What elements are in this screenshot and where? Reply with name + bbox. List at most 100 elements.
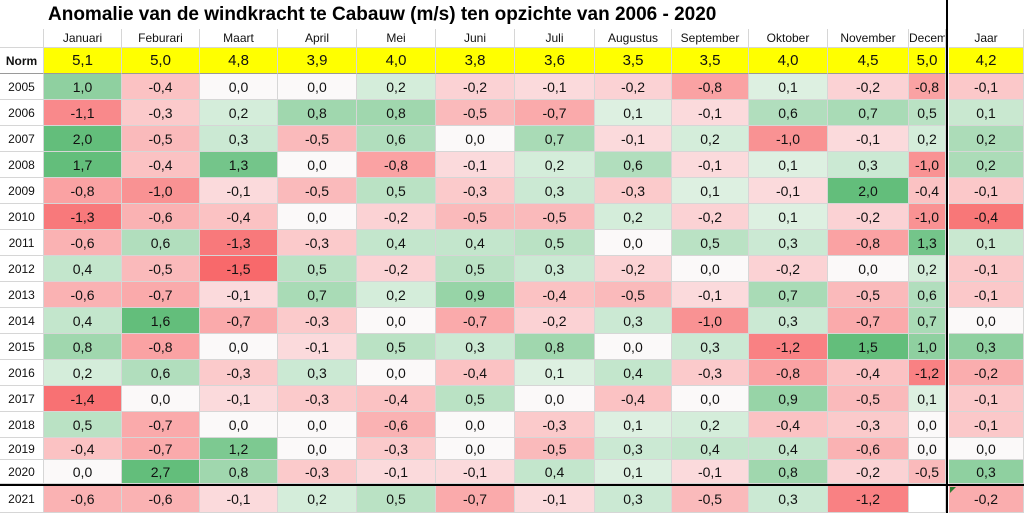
heatmap-cell[interactable]: -0,6 <box>122 204 200 230</box>
heatmap-cell[interactable]: 0,6 <box>122 230 200 256</box>
heatmap-cell[interactable]: 0,3 <box>749 308 828 334</box>
heatmap-cell[interactable]: 1,3 <box>909 230 946 256</box>
heatmap-cell[interactable]: 0,2 <box>278 486 357 513</box>
heatmap-cell[interactable]: -0,8 <box>357 152 436 178</box>
heatmap-cell[interactable]: 0,1 <box>749 204 828 230</box>
heatmap-cell[interactable]: -0,1 <box>278 334 357 360</box>
heatmap-cell[interactable]: 0,3 <box>436 334 515 360</box>
heatmap-cell[interactable]: 0,1 <box>909 386 946 412</box>
heatmap-cell[interactable]: 0,0 <box>200 74 278 100</box>
column-header[interactable]: Maart <box>200 29 278 48</box>
heatmap-cell[interactable]: -0,1 <box>949 412 1024 438</box>
heatmap-cell[interactable]: -0,1 <box>949 282 1024 308</box>
year-label[interactable]: 2019 <box>0 438 44 460</box>
heatmap-cell[interactable]: 0,0 <box>357 308 436 334</box>
heatmap-cell[interactable]: 0,5 <box>909 100 946 126</box>
heatmap-cell[interactable]: 0,6 <box>595 152 672 178</box>
heatmap-cell[interactable]: -0,2 <box>436 74 515 100</box>
heatmap-cell[interactable]: -1,0 <box>909 152 946 178</box>
heatmap-cell[interactable]: 0,2 <box>357 282 436 308</box>
heatmap-cell[interactable]: 0,7 <box>515 126 595 152</box>
heatmap-cell[interactable]: -0,5 <box>515 204 595 230</box>
heatmap-cell[interactable]: 0,2 <box>200 100 278 126</box>
heatmap-cell[interactable]: -0,7 <box>515 100 595 126</box>
heatmap-cell[interactable]: 0,0 <box>828 256 909 282</box>
heatmap-cell[interactable]: 0,0 <box>672 386 749 412</box>
heatmap-cell[interactable]: 1,0 <box>44 74 122 100</box>
heatmap-cell[interactable]: 0,5 <box>357 486 436 513</box>
heatmap-cell[interactable]: 2,0 <box>44 126 122 152</box>
heatmap-cell[interactable]: 0,1 <box>595 412 672 438</box>
norm-value[interactable]: 4,0 <box>749 48 828 74</box>
heatmap-cell[interactable]: -0,8 <box>672 74 749 100</box>
heatmap-cell[interactable]: -0,4 <box>949 204 1024 230</box>
heatmap-cell[interactable]: -0,7 <box>436 486 515 513</box>
heatmap-cell[interactable]: 0,3 <box>828 152 909 178</box>
heatmap-cell[interactable]: -0,8 <box>909 74 946 100</box>
heatmap-cell[interactable]: 0,2 <box>44 360 122 386</box>
heatmap-cell[interactable]: 1,0 <box>909 334 946 360</box>
column-header[interactable]: Feburari <box>122 29 200 48</box>
heatmap-cell[interactable] <box>909 486 946 513</box>
heatmap-cell[interactable]: 0,0 <box>200 412 278 438</box>
heatmap-cell[interactable]: -0,5 <box>515 438 595 460</box>
heatmap-cell[interactable]: -1,5 <box>200 256 278 282</box>
heatmap-cell[interactable]: 0,2 <box>595 204 672 230</box>
column-header[interactable]: Juni <box>436 29 515 48</box>
column-header[interactable]: December <box>909 29 946 48</box>
year-label[interactable]: 2018 <box>0 412 44 438</box>
heatmap-cell[interactable]: 0,7 <box>909 308 946 334</box>
year-label[interactable]: 2007 <box>0 126 44 152</box>
heatmap-cell[interactable]: -0,3 <box>515 412 595 438</box>
heatmap-cell[interactable]: 0,1 <box>595 100 672 126</box>
year-label[interactable]: 2021 <box>0 486 44 513</box>
heatmap-cell[interactable]: -0,2 <box>949 486 1024 513</box>
heatmap-cell[interactable]: 0,5 <box>278 256 357 282</box>
heatmap-cell[interactable]: -0,1 <box>515 74 595 100</box>
heatmap-cell[interactable]: 0,5 <box>672 230 749 256</box>
heatmap-cell[interactable]: -1,0 <box>122 178 200 204</box>
norm-value[interactable]: 3,8 <box>436 48 515 74</box>
year-label[interactable]: 2014 <box>0 308 44 334</box>
heatmap-cell[interactable]: 2,7 <box>122 460 200 484</box>
heatmap-cell[interactable]: -0,2 <box>949 360 1024 386</box>
heatmap-cell[interactable]: 0,2 <box>357 74 436 100</box>
heatmap-cell[interactable]: -0,1 <box>595 126 672 152</box>
column-header[interactable]: September <box>672 29 749 48</box>
norm-value[interactable]: 3,9 <box>278 48 357 74</box>
heatmap-cell[interactable]: 0,0 <box>436 438 515 460</box>
heatmap-cell[interactable]: 0,4 <box>436 230 515 256</box>
heatmap-cell[interactable]: -0,1 <box>672 460 749 484</box>
heatmap-cell[interactable]: 0,1 <box>749 74 828 100</box>
heatmap-cell[interactable]: -0,5 <box>122 256 200 282</box>
column-header[interactable]: Januari <box>44 29 122 48</box>
heatmap-cell[interactable]: -0,1 <box>949 178 1024 204</box>
heatmap-cell[interactable]: 0,5 <box>357 334 436 360</box>
heatmap-cell[interactable]: 0,4 <box>44 308 122 334</box>
column-header-corner[interactable] <box>0 29 44 48</box>
heatmap-cell[interactable]: -0,1 <box>672 282 749 308</box>
year-label[interactable]: 2010 <box>0 204 44 230</box>
heatmap-cell[interactable]: -0,5 <box>122 126 200 152</box>
heatmap-cell[interactable]: -0,1 <box>672 152 749 178</box>
norm-value[interactable]: 5,0 <box>122 48 200 74</box>
heatmap-cell[interactable]: -0,4 <box>122 74 200 100</box>
column-header[interactable]: Juli <box>515 29 595 48</box>
heatmap-cell[interactable]: 0,8 <box>749 460 828 484</box>
column-header[interactable]: Oktober <box>749 29 828 48</box>
heatmap-cell[interactable]: 0,2 <box>672 412 749 438</box>
heatmap-cell[interactable]: 0,6 <box>749 100 828 126</box>
heatmap-cell[interactable]: 1,6 <box>122 308 200 334</box>
heatmap-cell[interactable]: 0,1 <box>749 152 828 178</box>
heatmap-cell[interactable]: -0,6 <box>122 486 200 513</box>
heatmap-cell[interactable]: -0,3 <box>672 360 749 386</box>
heatmap-cell[interactable]: 0,0 <box>278 412 357 438</box>
year-label[interactable]: 2017 <box>0 386 44 412</box>
heatmap-cell[interactable]: 0,2 <box>672 126 749 152</box>
heatmap-cell[interactable]: -0,3 <box>595 178 672 204</box>
heatmap-cell[interactable]: -0,5 <box>672 486 749 513</box>
heatmap-cell[interactable]: 0,0 <box>909 438 946 460</box>
year-label[interactable]: 2015 <box>0 334 44 360</box>
heatmap-cell[interactable]: 1,7 <box>44 152 122 178</box>
heatmap-cell[interactable]: 0,3 <box>595 308 672 334</box>
